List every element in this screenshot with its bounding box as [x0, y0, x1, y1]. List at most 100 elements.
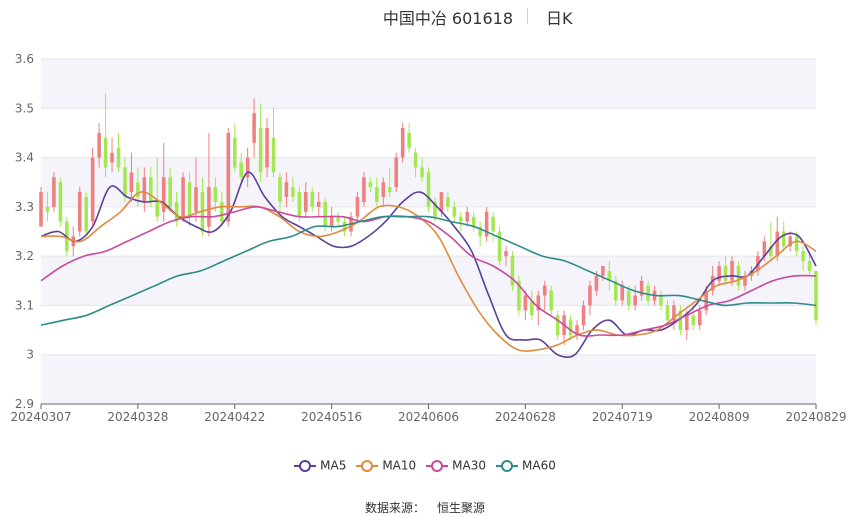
candle-body — [568, 320, 573, 335]
candle-body — [84, 197, 88, 232]
candle-body — [381, 182, 386, 197]
candle-body — [484, 211, 489, 237]
candle-body — [478, 226, 482, 237]
candle-body — [788, 236, 792, 247]
source-value: 恒生聚源 — [437, 501, 486, 515]
candle-body — [400, 128, 405, 158]
candle-body — [387, 187, 392, 193]
candle-body — [407, 132, 411, 148]
legend-label: MA60 — [522, 458, 556, 473]
x-tick-label: 20240328 — [107, 410, 168, 424]
x-tick-label: 20240516 — [301, 410, 362, 424]
chart-header: 中国中冶 601618 日K — [0, 5, 850, 29]
candle-body — [129, 172, 134, 193]
ma-line-ma5 — [40, 171, 817, 358]
candle-body — [174, 201, 179, 222]
candle-body — [530, 300, 534, 316]
candle-body — [697, 310, 702, 326]
source-label: 数据来源： — [364, 501, 425, 515]
legend-marker-dot — [431, 459, 444, 472]
legend: MA5 MA10 MA30 MA60 — [0, 458, 850, 473]
legend-marker — [496, 459, 519, 472]
candle-body — [523, 295, 528, 311]
candle-body — [77, 192, 82, 232]
candle-body — [769, 246, 773, 257]
x-tick-label: 20240719 — [592, 410, 653, 424]
candle-body — [691, 315, 696, 326]
candle-body — [304, 192, 308, 212]
candle-body — [601, 266, 605, 276]
candle-body — [316, 201, 321, 207]
candle-body — [375, 187, 379, 202]
candle-body — [678, 310, 683, 331]
candle-body — [588, 285, 592, 306]
candle-body — [239, 162, 243, 178]
legend-item-ma10[interactable]: MA10 — [356, 458, 416, 473]
candle-body — [775, 231, 780, 257]
candle-body — [426, 172, 431, 207]
candle-body — [459, 216, 463, 222]
candle-body — [420, 167, 424, 178]
candle-body — [329, 216, 334, 227]
legend-marker — [356, 459, 379, 472]
candle-body — [446, 197, 450, 207]
candle-body — [743, 275, 747, 286]
candle-body — [801, 251, 805, 262]
candle-body — [136, 182, 140, 197]
period-label: 日K — [546, 9, 573, 28]
x-tick-label: 20240628 — [495, 410, 556, 424]
candle-body — [226, 132, 231, 222]
title-separator — [527, 8, 528, 24]
candle-body — [220, 201, 224, 222]
candle-body — [90, 157, 95, 222]
candle-body — [814, 270, 818, 321]
candle-body — [271, 137, 276, 173]
candle-body — [265, 128, 269, 168]
ma-line-ma30 — [40, 206, 817, 337]
candle-body — [607, 270, 612, 281]
moving-average-lines — [40, 171, 817, 358]
legend-marker-dot — [361, 459, 374, 472]
candle-body — [575, 325, 579, 335]
x-tick-label: 20240829 — [785, 410, 846, 424]
candle-body — [762, 241, 767, 257]
candle-body — [704, 290, 708, 311]
candle-body — [155, 201, 160, 217]
legend-item-ma30[interactable]: MA30 — [426, 458, 486, 473]
candle-body — [245, 157, 250, 178]
background-band — [41, 354, 816, 404]
y-tick-label: 3.1 — [15, 298, 34, 312]
candle-body — [161, 177, 166, 212]
x-tick-label: 20240606 — [398, 410, 459, 424]
candle-body — [614, 280, 618, 301]
legend-item-ma60[interactable]: MA60 — [496, 458, 556, 473]
candle-body — [510, 256, 515, 286]
candle-body — [291, 187, 295, 197]
candle-body — [181, 177, 185, 217]
candle-body — [310, 192, 315, 207]
background-bands — [41, 59, 816, 404]
candle-body — [45, 206, 50, 212]
candle-body — [555, 315, 560, 335]
legend-item-ma5[interactable]: MA5 — [294, 458, 346, 473]
candle-body — [542, 285, 547, 296]
candle-body — [194, 187, 198, 212]
candle-body — [717, 266, 721, 281]
candle-body — [368, 182, 373, 188]
candles — [39, 93, 818, 345]
candle-body — [710, 275, 715, 291]
candle-body — [149, 177, 153, 202]
candle-body — [116, 147, 121, 168]
ma-line-ma60 — [40, 215, 817, 326]
x-axis: 20240307 20240328 20240422 20240516 20240606… — [10, 403, 847, 424]
candle-body — [110, 152, 114, 163]
background-band — [41, 59, 816, 109]
candle-body — [258, 128, 263, 173]
gridlines — [41, 58, 816, 405]
y-tick-label: 3.6 — [15, 52, 34, 66]
candle-body — [355, 197, 360, 217]
x-tick-label: 20240307 — [10, 410, 71, 424]
candle-body — [465, 211, 470, 222]
candle-body — [736, 266, 741, 286]
